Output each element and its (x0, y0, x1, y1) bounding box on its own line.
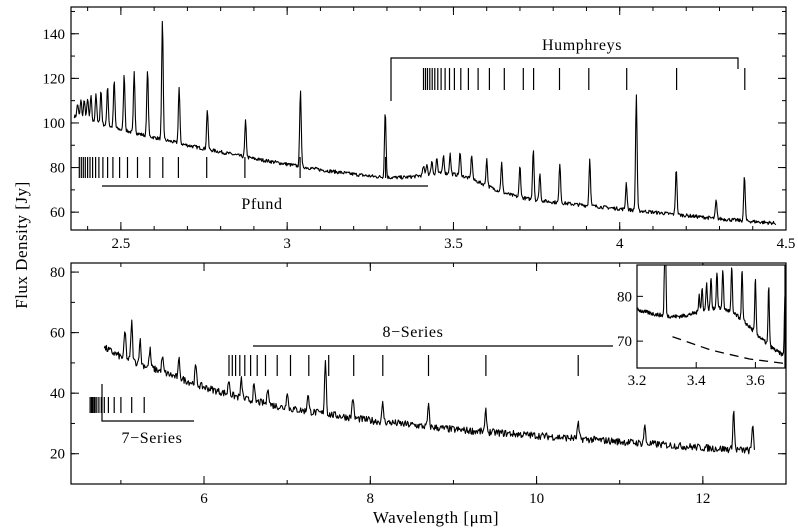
y-tick-label: 60 (50, 326, 65, 342)
humphreys-label: Humphreys (542, 37, 622, 54)
bottom-axis-ticks: 6 8 10 12 20 40 60 80 (50, 263, 787, 507)
bottom-spectrum-line (103, 319, 755, 455)
inset-spectrum-line (636, 264, 786, 357)
inset-y-tick-label: 80 (617, 289, 632, 305)
top-panel: Pfund Humphreys 2.5 3 3.5 4 4.5 60 80 100 120 140 (43, 6, 796, 252)
inset-x-tick-label: 3.6 (746, 373, 765, 389)
bottom-axes-frame (70, 262, 787, 485)
top-spectrum-line (73, 20, 777, 226)
pfund-label: Pfund (241, 196, 282, 213)
y-tick-label: 80 (50, 265, 65, 281)
x-tick-label: 4.5 (777, 236, 796, 252)
inset-axis-ticks: 3.2 3.4 3.6 70 80 (617, 289, 765, 389)
inset-continuum-dashed (672, 336, 786, 365)
y-axis-title: Flux Density [Jy] (12, 181, 31, 309)
x-tick-label: 8 (367, 491, 375, 507)
seven-series-bracket (101, 384, 194, 422)
x-tick-label: 6 (200, 491, 208, 507)
x-tick-label: 2.5 (112, 236, 131, 252)
inset-y-tick-label: 70 (617, 334, 632, 350)
bottom-line-markers (89, 355, 579, 413)
y-tick-label: 80 (50, 161, 65, 177)
y-tick-label: 120 (43, 71, 66, 87)
y-tick-label: 20 (50, 447, 65, 463)
x-tick-label: 3.5 (444, 236, 463, 252)
y-tick-label: 100 (43, 116, 66, 132)
x-axis-title: Wavelength [μm] (373, 508, 499, 527)
y-tick-label: 140 (43, 27, 66, 43)
inset-x-tick-label: 3.2 (628, 373, 647, 389)
humphreys-bracket (390, 57, 739, 101)
x-tick-label: 10 (529, 491, 544, 507)
inset-panel: 3.2 3.4 3.6 70 80 (617, 264, 786, 389)
bottom-panel: 8−Series 7−Series 6 8 10 12 20 40 60 80 Wavelen… (50, 262, 787, 527)
y-tick-label: 40 (50, 386, 65, 402)
top-axis-ticks: 2.5 3 3.5 4 4.5 60 80 100 120 140 (43, 7, 796, 252)
inset-axes-frame (636, 264, 786, 369)
seven-series-label: 7−Series (122, 430, 183, 447)
inset-x-tick-label: 3.4 (687, 373, 706, 389)
x-tick-label: 4 (616, 236, 624, 252)
top-line-markers (78, 68, 746, 178)
x-tick-label: 3 (283, 236, 291, 252)
x-tick-label: 12 (695, 491, 710, 507)
eight-series-label: 8−Series (383, 324, 444, 341)
top-axes-frame (70, 6, 787, 231)
y-tick-label: 60 (50, 205, 65, 221)
